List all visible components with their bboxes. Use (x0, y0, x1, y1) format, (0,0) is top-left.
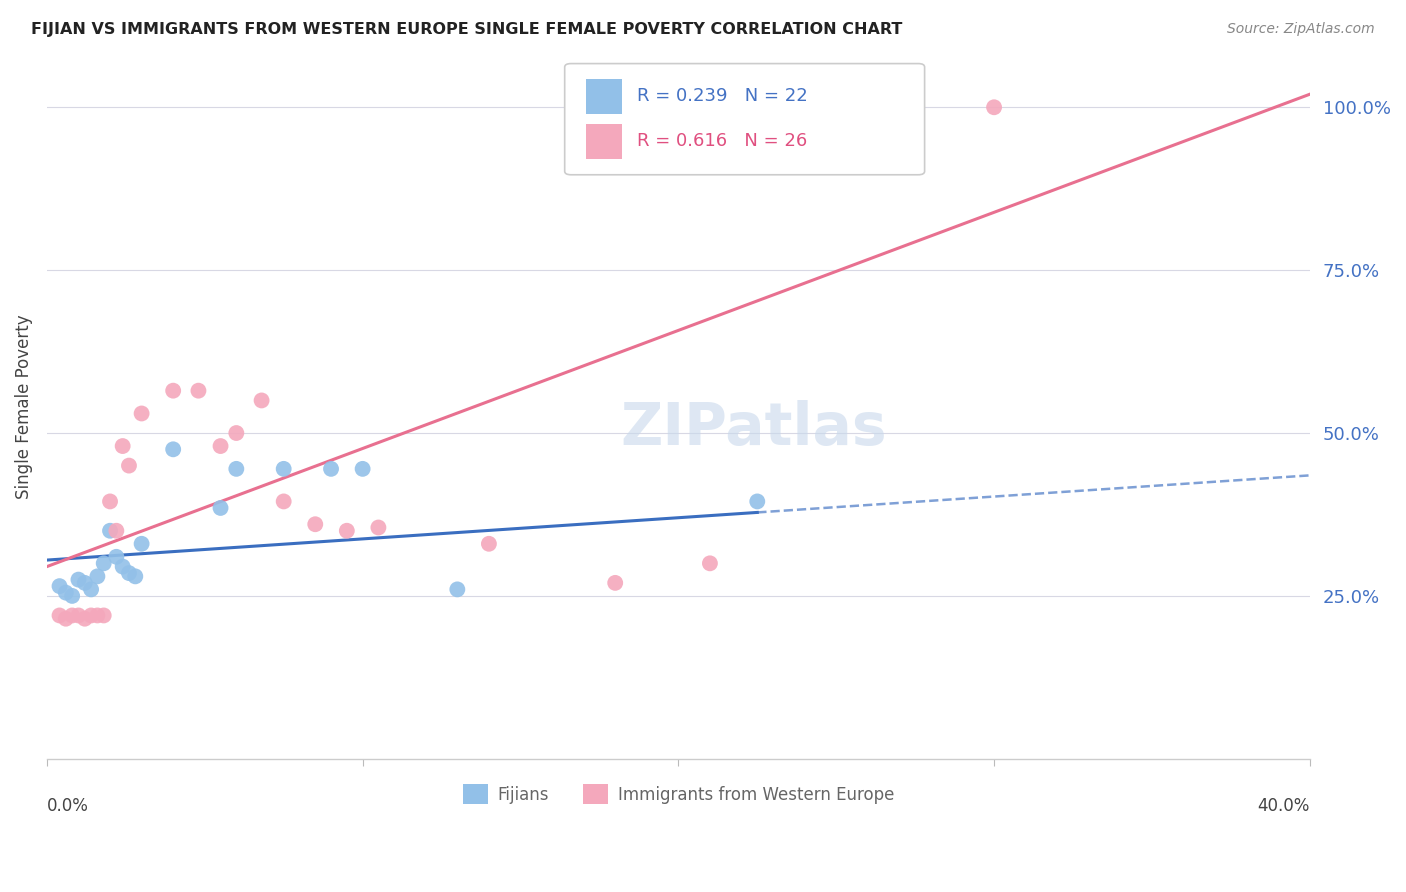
Point (60, 608, 83, 623)
Point (319, 462, 342, 476)
Point (273, 494, 295, 508)
Text: 40.0%: 40.0% (1257, 797, 1310, 815)
Point (55, 612, 77, 626)
Point (80, 582, 103, 597)
Point (73, 575, 96, 590)
Point (983, 100, 1005, 114)
Point (67, 608, 90, 623)
Legend: Fijians, Immigrants from Western Europe: Fijians, Immigrants from Western Europe (456, 778, 901, 810)
Point (111, 559, 134, 574)
Point (209, 500, 232, 515)
Point (55, 585, 77, 599)
Point (67, 573, 90, 587)
Point (118, 566, 141, 580)
FancyBboxPatch shape (586, 124, 621, 159)
Point (352, 462, 374, 476)
Text: Source: ZipAtlas.com: Source: ZipAtlas.com (1227, 22, 1375, 37)
Point (98, 494, 121, 508)
Point (111, 439, 134, 453)
Point (93, 608, 115, 623)
FancyBboxPatch shape (586, 78, 621, 114)
Point (187, 384, 209, 398)
Point (747, 494, 769, 508)
Point (105, 524, 128, 538)
Point (48, 608, 70, 623)
Point (105, 549, 128, 564)
Point (60, 589, 83, 603)
Point (478, 537, 501, 551)
Point (273, 462, 295, 476)
FancyBboxPatch shape (565, 63, 925, 175)
Point (250, 393, 273, 408)
Point (131, 537, 153, 551)
Point (225, 425, 247, 440)
Point (699, 557, 721, 571)
Point (118, 458, 141, 473)
Point (86, 608, 108, 623)
Text: FIJIAN VS IMMIGRANTS FROM WESTERN EUROPE SINGLE FEMALE POVERTY CORRELATION CHART: FIJIAN VS IMMIGRANTS FROM WESTERN EUROPE… (31, 22, 903, 37)
Point (367, 520, 389, 534)
Text: R = 0.616   N = 26: R = 0.616 N = 26 (637, 132, 807, 150)
Point (304, 517, 326, 532)
Point (124, 569, 146, 583)
Point (86, 569, 108, 583)
Point (162, 442, 184, 457)
Point (73, 612, 96, 626)
Point (48, 579, 70, 593)
Text: 0.0%: 0.0% (46, 797, 89, 815)
Point (446, 582, 468, 597)
Y-axis label: Single Female Poverty: Single Female Poverty (15, 315, 32, 500)
Point (98, 524, 121, 538)
Point (209, 439, 232, 453)
Point (336, 524, 359, 538)
Point (605, 575, 627, 590)
Point (80, 608, 103, 623)
Point (93, 557, 115, 571)
Point (131, 407, 153, 421)
Point (162, 384, 184, 398)
Text: ZIPatlas: ZIPatlas (621, 400, 887, 457)
Point (225, 462, 247, 476)
Text: R = 0.239   N = 22: R = 0.239 N = 22 (637, 87, 807, 105)
